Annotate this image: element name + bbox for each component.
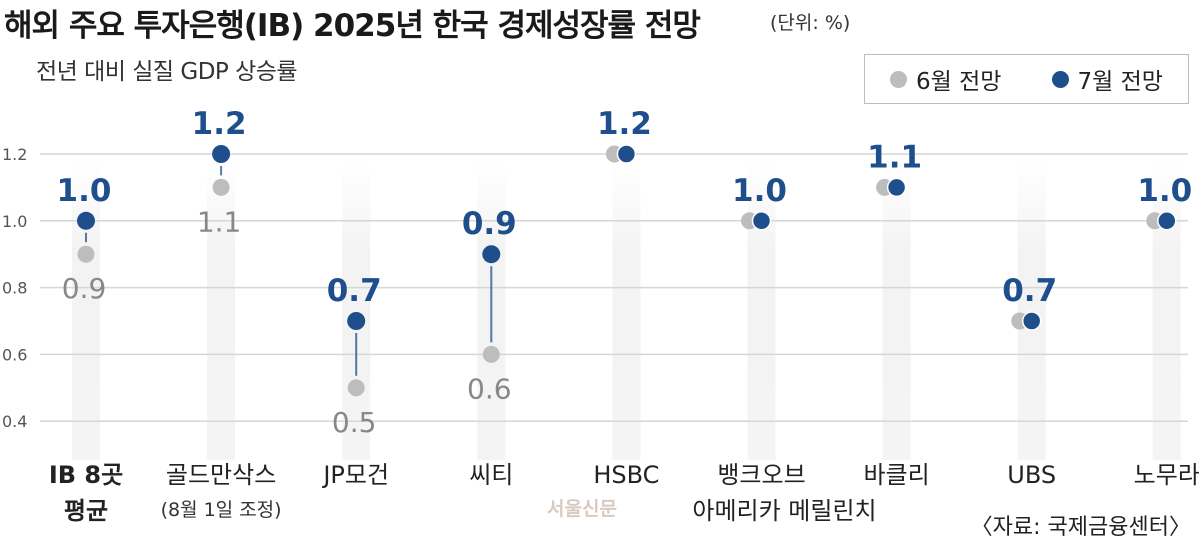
june-value-label: 0.9: [62, 272, 107, 305]
category-label: 골드만삭스: [166, 461, 276, 489]
july-forecast-point: [751, 211, 772, 231]
july-forecast-point: [886, 177, 907, 198]
legend-item-june: 6월 전망: [890, 62, 1001, 96]
june-value-label: 0.5: [332, 406, 377, 439]
category-label: 평균: [64, 497, 108, 525]
category-column-bg: [342, 160, 371, 460]
legend-label-july: 7월 전망: [1077, 69, 1163, 95]
category-column-bg: [1017, 160, 1046, 460]
source-note: 〈자료: 국제금융센터〉: [970, 515, 1191, 540]
category-label: 노무라: [1134, 461, 1199, 489]
july-forecast-point: [1157, 211, 1177, 231]
category-column-bg: [1152, 160, 1181, 460]
legend-label-june: 6월 전망: [916, 69, 1002, 95]
june-forecast-point: [77, 245, 95, 263]
y-tick-label: 1.0: [2, 212, 27, 231]
july-value-label: 1.1: [867, 139, 922, 175]
category-label: JP모건: [321, 461, 389, 489]
category-column-bg: [747, 160, 776, 460]
category-label: HSBC: [593, 461, 659, 489]
july-value-label: 0.7: [1002, 273, 1057, 309]
july-value-label: 1.0: [1137, 173, 1192, 209]
june-forecast-point: [347, 379, 365, 397]
june-value-label: 0.6: [467, 372, 512, 405]
category-column-bg: [612, 160, 641, 460]
chart-title: 해외 주요 투자은행(IB) 2025년 한국 경제성장률 전망: [4, 8, 701, 44]
y-tick-label: 1.2: [2, 145, 27, 164]
category-label: (8월 1일 조정): [161, 499, 282, 521]
july-forecast-point: [616, 144, 637, 164]
june-forecast-point: [212, 178, 230, 196]
legend: 6월 전망 7월 전망: [864, 54, 1189, 104]
category-label: 바클리: [863, 461, 929, 489]
y-tick-label: 0.4: [2, 412, 27, 431]
watermark: 서울신문: [547, 498, 617, 520]
legend-item-july: 7월 전망: [1051, 62, 1163, 96]
july-value-label: 0.9: [462, 206, 517, 242]
category-column-bg: [72, 160, 100, 460]
unit-label: (단위: %): [770, 12, 851, 34]
category-column-bg: [207, 160, 236, 460]
category-label: IB 8곳: [49, 461, 123, 489]
category-label: 씨티: [469, 461, 513, 489]
july-forecast-point: [1021, 311, 1042, 331]
july-forecast-point: [77, 211, 95, 230]
july-forecast-point: [212, 145, 231, 163]
category-label: 뱅크오브: [717, 461, 805, 489]
y-tick-label: 0.6: [2, 345, 27, 364]
june-forecast-point: [482, 345, 500, 363]
june-value-label: 1.1: [197, 205, 242, 238]
category-column-bg: [882, 160, 911, 460]
july-value-label: 0.7: [327, 273, 382, 309]
july-value-label: 1.0: [732, 173, 787, 209]
category-label: UBS: [1007, 461, 1056, 489]
july-value-label: 1.2: [597, 106, 652, 142]
chart-subtitle: 전년 대비 실질 GDP 상승률: [36, 59, 298, 85]
category-label: 아메리카 메릴린치: [692, 497, 876, 525]
july-value-label: 1.0: [57, 173, 112, 209]
y-tick-label: 0.8: [2, 279, 27, 298]
legend-dot-july: [1051, 70, 1069, 88]
july-value-label: 1.2: [192, 106, 247, 142]
july-forecast-point: [482, 245, 501, 264]
july-forecast-point: [347, 312, 366, 330]
legend-dot-june: [890, 70, 908, 88]
